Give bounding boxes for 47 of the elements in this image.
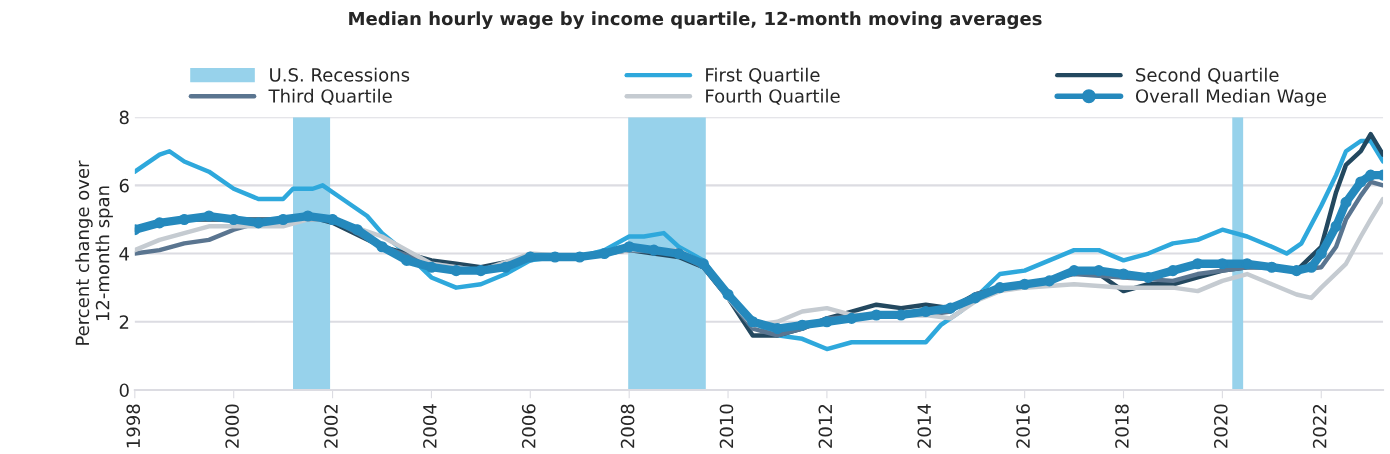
x-tick-label: 2006 — [521, 404, 536, 448]
point — [821, 316, 833, 328]
x-tick-label: 2000 — [225, 404, 239, 448]
legend-label: Fourth Quartile — [706, 88, 840, 105]
x-tick-label: 2018 — [1115, 404, 1129, 448]
y-tick-label: 8 — [119, 110, 129, 125]
x-tick-label: 2010 — [719, 404, 734, 448]
legend-label: Second Quartile — [1136, 67, 1279, 84]
point — [327, 213, 339, 226]
x-tick-label: 2012 — [818, 404, 833, 448]
point — [1315, 248, 1327, 260]
point — [302, 210, 314, 222]
legend-label: U.S. Recessions — [270, 67, 410, 82]
x-tick-label: 2016 — [1016, 404, 1030, 448]
point — [1330, 220, 1342, 232]
legend-label: Overall Median Wage — [1135, 88, 1326, 107]
y-tick-label: 2 — [119, 315, 129, 329]
point — [697, 258, 709, 270]
y-axis-title: Percent change over 12-month span — [75, 160, 113, 345]
point — [673, 248, 685, 260]
point — [1305, 261, 1317, 273]
x-tick-label: 1998 — [126, 404, 141, 448]
y-tick-label: 4 — [119, 247, 129, 261]
legend-label: Third Quartile — [268, 88, 392, 105]
point — [203, 210, 215, 222]
y-tick-label: 6 — [119, 178, 129, 193]
x-tick-label: 2008 — [620, 404, 635, 448]
x-tick-label: 2002 — [324, 404, 338, 448]
chart-title: Median hourly wage by income quartile, 12-month moving averages — [349, 11, 1042, 29]
x-tick-label: 2022 — [1312, 404, 1327, 448]
point — [351, 224, 363, 236]
x-tick-label: 2004 — [423, 404, 437, 448]
point — [1167, 265, 1179, 277]
x-tick-label: 2014 — [917, 404, 932, 448]
point — [969, 292, 981, 304]
x-tick-label: 2020 — [1213, 404, 1228, 448]
point — [1340, 196, 1352, 208]
y-tick-label: 0 — [119, 383, 129, 398]
legend-label: First Quartile — [706, 67, 820, 84]
point — [376, 241, 388, 253]
point — [623, 241, 635, 253]
point — [401, 254, 413, 266]
point — [747, 316, 759, 328]
point — [1266, 261, 1278, 273]
point — [1355, 176, 1367, 188]
point — [722, 288, 734, 301]
point — [796, 319, 808, 331]
